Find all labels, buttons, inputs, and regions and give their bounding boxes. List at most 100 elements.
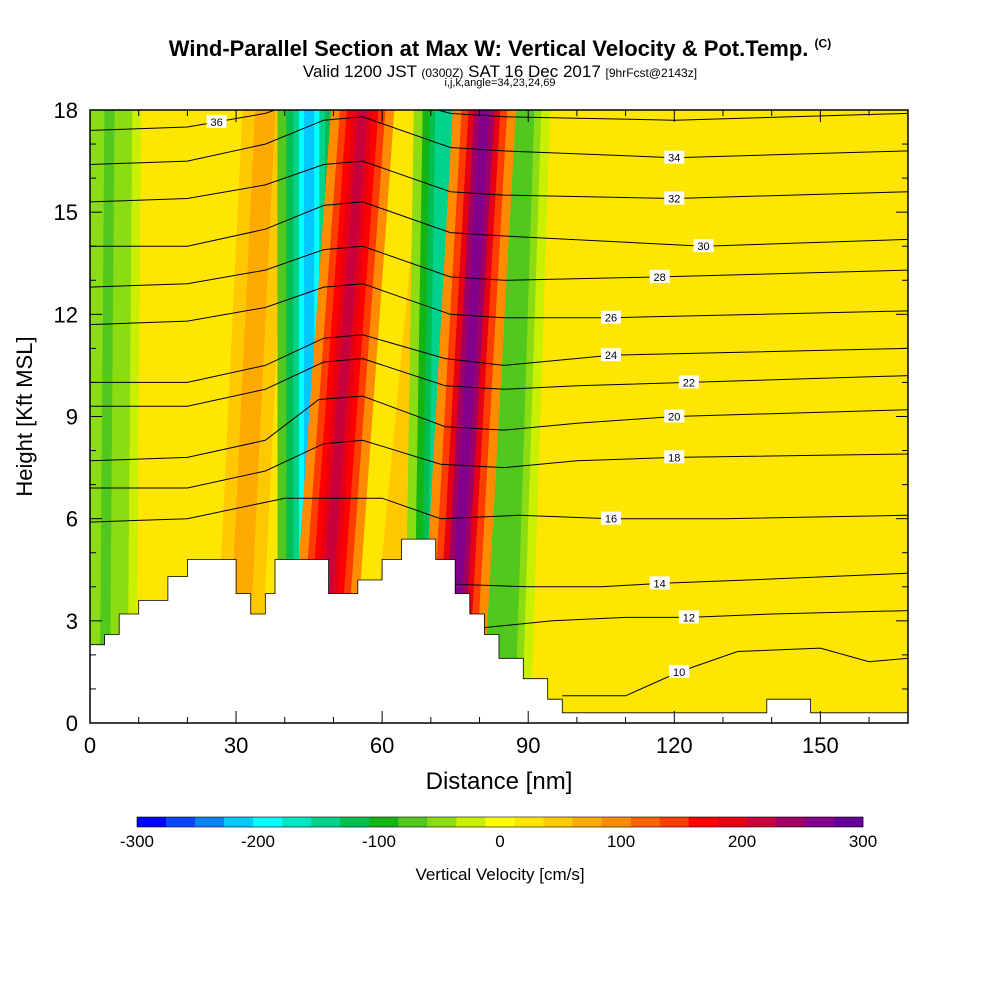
colorbar-swatch	[369, 817, 399, 827]
contour-label: 28	[654, 272, 666, 284]
y-tick-label: 6	[66, 507, 78, 532]
theta-contour	[90, 116, 908, 165]
downdraft-band	[90, 110, 142, 723]
colorbar-swatch	[282, 817, 312, 827]
colorbar: -300 -200 -100 0 100 200 300	[120, 816, 877, 851]
colorbar-tick-label: 100	[607, 832, 635, 851]
contour-label: 32	[668, 194, 680, 206]
chart-subtitle: Valid 1200 JST (0300Z) SAT 16 Dec 2017 […	[0, 62, 1000, 82]
valid-time: Valid 1200 JST	[302, 62, 417, 81]
colorbar-swatch	[601, 817, 631, 827]
x-tick-label: 90	[516, 733, 540, 758]
colorbar-swatch	[398, 817, 428, 827]
contour-label: 36	[210, 117, 222, 129]
y-tick-label: 3	[66, 609, 78, 634]
theta-contour	[562, 647, 908, 697]
colorbar-tick-label: -300	[120, 832, 154, 851]
theta-contour	[90, 439, 908, 489]
contour-label-bg	[678, 610, 699, 624]
forecast-info: [9hrFcst@2143z]	[605, 66, 698, 80]
contour-label: 12	[683, 612, 695, 624]
y-axis-label: Height [Kft MSL]	[12, 336, 37, 496]
colorbar-swatch	[166, 817, 196, 827]
contour-label: 30	[697, 241, 709, 253]
theta-contour	[484, 610, 908, 629]
colorbar-tick-label: 300	[849, 832, 877, 851]
colorbar-swatch	[253, 817, 283, 827]
colorbar-tick-label: 200	[728, 832, 756, 851]
x-tick-label: 0	[84, 733, 96, 758]
y-tick-label: 15	[54, 200, 78, 225]
updraft-shade	[231, 110, 271, 723]
x-tick-label: 120	[656, 733, 693, 758]
plot-content: 10 12 14 16 18 20 22 24 26 28 30 32 34 36	[90, 110, 908, 723]
contour-label-bg	[678, 375, 699, 389]
colorbar-label: Vertical Velocity [cm/s]	[415, 865, 584, 884]
contour-label: 10	[673, 667, 685, 679]
colorbar-swatch	[514, 817, 544, 827]
theta-contour	[430, 572, 908, 588]
theta-contour	[90, 334, 908, 383]
theta-contour	[90, 201, 908, 247]
colorbar-swatch	[717, 817, 748, 827]
colorbar-swatch	[137, 817, 167, 827]
colorbar-swatch	[485, 817, 515, 827]
y-tick-label: 0	[66, 711, 78, 736]
contour-label-bg	[600, 348, 621, 362]
theta-contour	[90, 160, 908, 203]
contour-label-bg	[600, 511, 621, 525]
colorbar-swatch	[688, 817, 719, 827]
colorbar-swatch	[833, 817, 864, 827]
plot-area: 10 12 14 16 18 20 22 24 26 28 30 32 34 36	[90, 110, 908, 723]
contour-label-bg	[206, 114, 227, 128]
theta-contour	[90, 497, 908, 523]
chart-title: Wind-Parallel Section at Max W: Vertical…	[0, 36, 1000, 62]
valid-utc: (0300Z)	[421, 66, 464, 80]
theta-contours	[90, 110, 908, 697]
contour-label: 24	[605, 350, 617, 362]
contour-label: 26	[605, 313, 617, 325]
theta-contour	[90, 245, 908, 288]
updraft-shade	[445, 110, 490, 723]
colorbar-swatch	[427, 817, 457, 827]
theta-contour	[90, 358, 908, 407]
theta-contour	[90, 395, 908, 462]
chart-title-text: Wind-Parallel Section at Max W: Vertical…	[168, 36, 809, 61]
colorbar-swatch	[572, 817, 602, 827]
colorbar-swatch	[630, 817, 661, 827]
contour-label-bg	[669, 664, 690, 678]
x-tick-label: 60	[370, 733, 394, 758]
copyright-mark: (C)	[814, 36, 832, 51]
y-tick-label: 9	[66, 405, 78, 430]
contour-label: 18	[668, 452, 680, 464]
colorbar-swatch	[804, 817, 835, 827]
colorbar-swatch	[543, 817, 573, 827]
contour-label-bg	[664, 191, 685, 205]
contour-label: 20	[668, 412, 680, 424]
colorbar-tick-label: 0	[495, 832, 504, 851]
colorbar-swatch	[659, 817, 690, 827]
x-tick-label: 150	[802, 733, 839, 758]
valid-date: SAT 16 Dec 2017	[468, 62, 601, 81]
x-tick-label: 30	[224, 733, 248, 758]
colorbar-swatch	[456, 817, 486, 827]
contour-label-bg	[664, 409, 685, 423]
theta-contour	[90, 283, 908, 326]
colorbar-swatch	[311, 817, 341, 827]
contour-label: 34	[668, 153, 680, 165]
contour-label: 22	[683, 377, 695, 389]
colorbar-swatch	[746, 817, 777, 827]
downdraft-shade	[99, 110, 115, 723]
terrain	[90, 538, 908, 723]
contour-labels: 10 12 14 16 18 20 22 24 26 28 30 32 34 36	[206, 114, 714, 679]
y-tick-label: 18	[54, 98, 78, 123]
colorbar-swatch	[224, 817, 254, 827]
colorbar-swatch	[195, 817, 225, 827]
contour-label-bg	[664, 150, 685, 164]
contour-label-bg	[664, 450, 685, 464]
contour-label-bg	[649, 576, 670, 590]
colorbar-tick-label: -100	[362, 832, 396, 851]
colorbar-swatch	[340, 817, 370, 827]
